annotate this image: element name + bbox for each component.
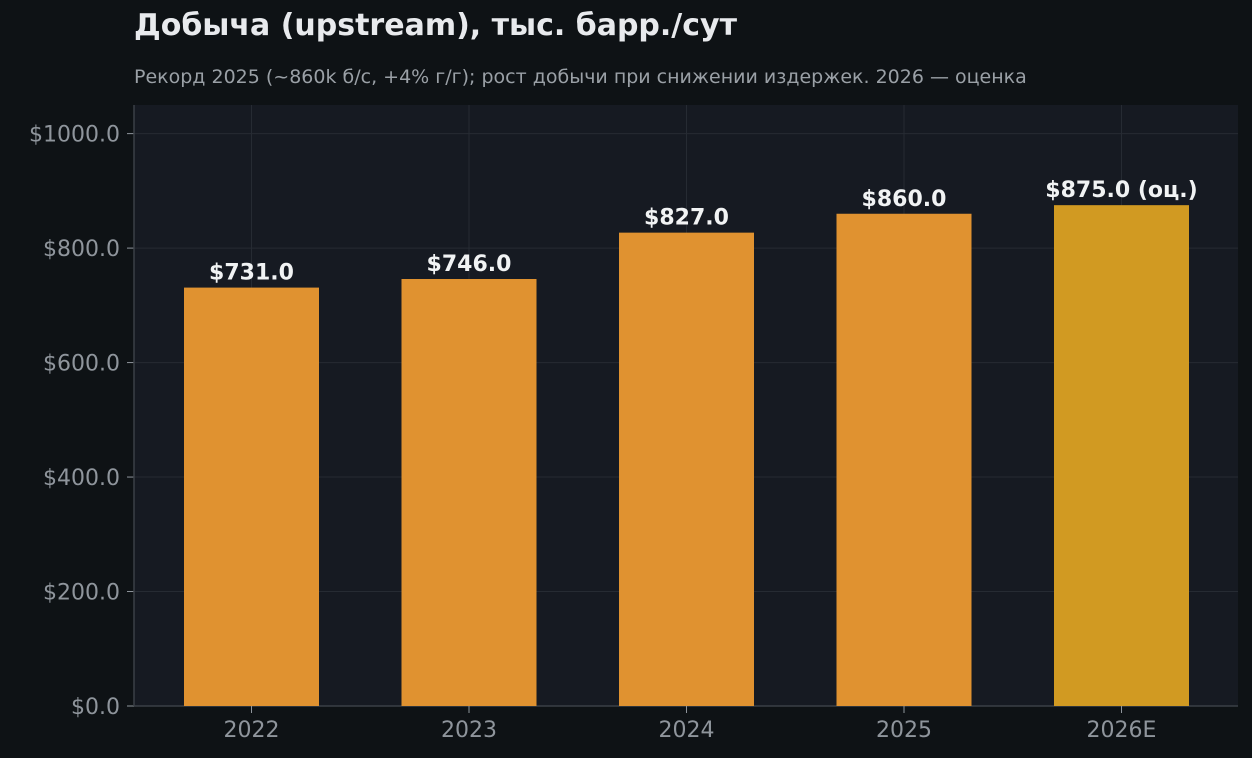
data-label-2022: $731.0 <box>209 261 294 286</box>
y-tick-label: $200.0 <box>43 581 120 606</box>
x-tick-label-2026E: 2026E <box>1087 718 1157 743</box>
data-label-2025: $860.0 <box>862 187 947 212</box>
y-tick-label: $0.0 <box>71 695 120 720</box>
bar-2024 <box>619 232 754 707</box>
bar-2023 <box>401 279 537 706</box>
data-label-2026E: $875.0 (оц.) <box>1045 178 1197 203</box>
x-tick-label-2022: 2022 <box>224 718 280 743</box>
y-tick-label: $800.0 <box>43 237 120 262</box>
bar-2022 <box>184 287 319 706</box>
y-tick-label: $600.0 <box>43 352 120 377</box>
chart-title: Добыча (upstream), тыс. барр./сут <box>134 8 737 43</box>
x-tick-label-2023: 2023 <box>441 718 497 743</box>
data-label-2024: $827.0 <box>644 206 729 231</box>
chart-subtitle: Рекорд 2025 (~860k б/с, +4% г/г); рост д… <box>134 66 1027 88</box>
x-tick-label-2025: 2025 <box>876 718 932 743</box>
data-label-2023: $746.0 <box>427 252 512 277</box>
x-tick-label-2024: 2024 <box>659 718 715 743</box>
y-tick-label: $400.0 <box>43 466 120 491</box>
bar-2026E <box>1054 205 1189 706</box>
bar-2025 <box>836 213 972 706</box>
y-tick-label: $1000.0 <box>29 123 120 148</box>
